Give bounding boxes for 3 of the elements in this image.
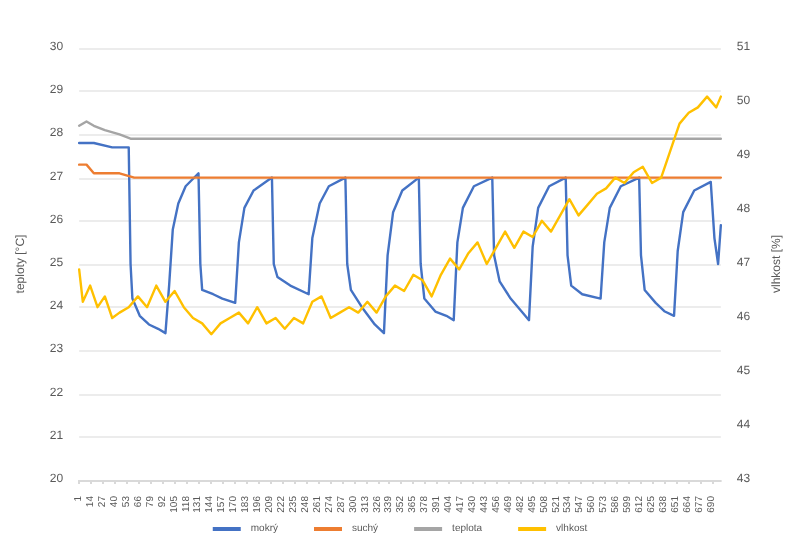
line-series	[77, 120, 723, 140]
line-series	[77, 95, 723, 336]
line-series	[77, 141, 723, 335]
